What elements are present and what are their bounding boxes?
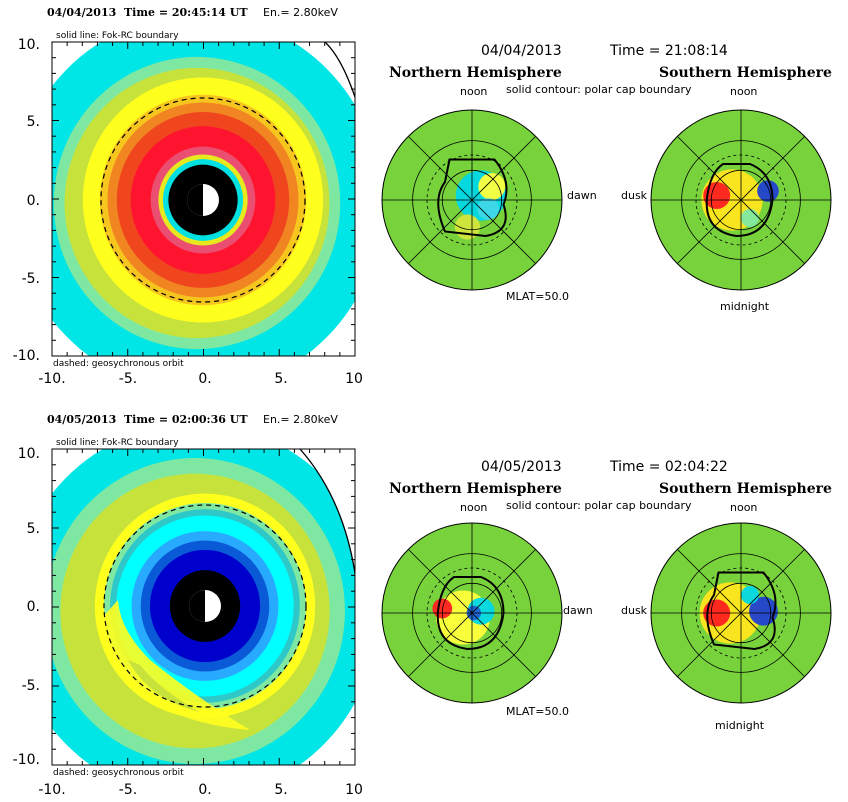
north-hemisphere-label: Northern Hemisphere	[389, 481, 562, 497]
y-tick-label: 5.	[27, 114, 40, 130]
x-tick-label: 0.	[198, 782, 211, 798]
y-tick-label: -10.	[13, 348, 40, 364]
earth-night-side	[187, 184, 203, 216]
rc-flux-crescent	[128, 660, 200, 712]
rc-title-energy: En.= 2.80keV	[263, 6, 338, 19]
potential-blob	[477, 198, 500, 220]
x-tick-label: 0.	[198, 371, 211, 387]
meridian-line	[677, 549, 805, 677]
south-hemisphere-label: Southern Hemisphere	[659, 481, 832, 497]
polar-cap-boundary	[705, 163, 774, 238]
rc-heatmap-area	[52, 42, 355, 356]
polar-title-date: 04/05/2013	[481, 459, 562, 475]
meridian-line	[408, 549, 536, 677]
dawn-label: dawn	[567, 189, 597, 202]
rc-ticks	[51, 41, 356, 357]
rc-note-bottom: dashed: geosychronous orbit	[53, 768, 184, 778]
rc-heatmap-area	[52, 449, 355, 765]
polar-cap-boundary	[437, 158, 508, 238]
x-tick-label: 5.	[274, 782, 287, 798]
y-tick-label: -5.	[22, 271, 40, 287]
rc-title-time: Time = 20:45:14 UT	[124, 6, 248, 19]
south-hemisphere-label: Southern Hemisphere	[659, 65, 832, 81]
noon-label-north: noon	[460, 501, 487, 514]
potential-blob	[703, 182, 731, 209]
rc-title-energy: En.= 2.80keV	[263, 413, 338, 426]
rc-note-bottom: dashed: geosychronous orbit	[53, 359, 184, 369]
rc-title-date: 04/05/2013	[47, 413, 116, 426]
y-tick-label: 5.	[27, 521, 40, 537]
polar-title-date: 04/04/2013	[481, 43, 562, 59]
rc-boundary-line	[324, 42, 355, 100]
x-tick-label: -5.	[119, 371, 137, 387]
earth-night-side	[189, 590, 205, 622]
dusk-label: dusk	[621, 189, 648, 202]
x-tick-label: -10.	[38, 782, 65, 798]
rc-flux-crescent	[100, 600, 250, 730]
rc-note-top: solid line: Fok-RC boundary	[56, 438, 179, 448]
rc-panel-bottom: 04/05/2013 Time = 02:00:36 UT En.= 2.80k…	[13, 413, 363, 798]
y-tick-label: 10.	[18, 37, 40, 53]
potential-blob	[478, 173, 506, 200]
x-tick-label: 5.	[274, 371, 287, 387]
noon-label-south: noon	[730, 85, 757, 98]
y-tick-label: 0.	[27, 599, 40, 615]
south-polar-plot	[650, 109, 832, 291]
x-tick-label: 10	[345, 371, 363, 387]
noon-label-south: noon	[730, 501, 757, 514]
rc-panel-top: 04/04/2013 Time = 20:45:14 UT En.= 2.80k…	[13, 6, 363, 387]
rc-title-date: 04/04/2013	[47, 6, 116, 19]
dusk-label: dusk	[621, 604, 648, 617]
potential-blob	[757, 180, 779, 202]
midnight-label: midnight	[720, 300, 770, 313]
rc-note-top: solid line: Fok-RC boundary	[56, 31, 179, 41]
potential-blob	[741, 586, 759, 604]
geosync-orbit	[103, 504, 307, 708]
y-tick-label: -5.	[22, 678, 40, 694]
polar-title-time: Time = 02:04:22	[609, 459, 728, 475]
mlat-label: MLAT=50.0	[506, 290, 569, 303]
polar-title-time: Time = 21:08:14	[609, 43, 728, 59]
north-polar-plot	[381, 109, 563, 291]
north-hemisphere-label: Northern Hemisphere	[389, 65, 562, 81]
rc-outside-corner	[325, 42, 355, 95]
x-tick-label: 10	[345, 782, 363, 798]
polar-cap-note: solid contour: polar cap boundary	[506, 83, 692, 96]
rc-outside-corner	[300, 449, 355, 574]
midnight-label: midnight	[715, 719, 765, 732]
y-tick-label: 10.	[18, 446, 40, 462]
rc-ticks	[51, 448, 356, 766]
polar-cap-note: solid contour: polar cap boundary	[506, 499, 692, 512]
polar-cap-boundary	[706, 571, 777, 651]
south-polar-plot	[650, 522, 832, 704]
x-tick-label: -5.	[119, 782, 137, 798]
mlat-label: MLAT=50.0	[506, 705, 569, 718]
potential-blob	[741, 209, 759, 227]
potential-blob	[749, 596, 778, 626]
noon-label-north: noon	[460, 85, 487, 98]
rc-title-time: Time = 02:00:36 UT	[124, 413, 248, 426]
geosync-orbit	[100, 97, 306, 303]
rc-boundary-line	[299, 449, 355, 578]
dawn-label: dawn	[563, 604, 593, 617]
polar-panel-top: 04/04/2013 Time = 21:08:14 Northern Hemi…	[381, 43, 832, 313]
polar-panel-bottom: 04/05/2013 Time = 02:04:22 Northern Hemi…	[381, 459, 832, 732]
north-polar-plot	[381, 522, 563, 704]
rc-rings	[52, 42, 355, 356]
y-tick-label: -10.	[13, 752, 40, 768]
x-tick-label: -10.	[38, 371, 65, 387]
meridian-line	[408, 136, 536, 264]
y-tick-label: 0.	[27, 193, 40, 209]
polar-cap-boundary	[436, 576, 505, 651]
meridian-line	[677, 136, 805, 264]
